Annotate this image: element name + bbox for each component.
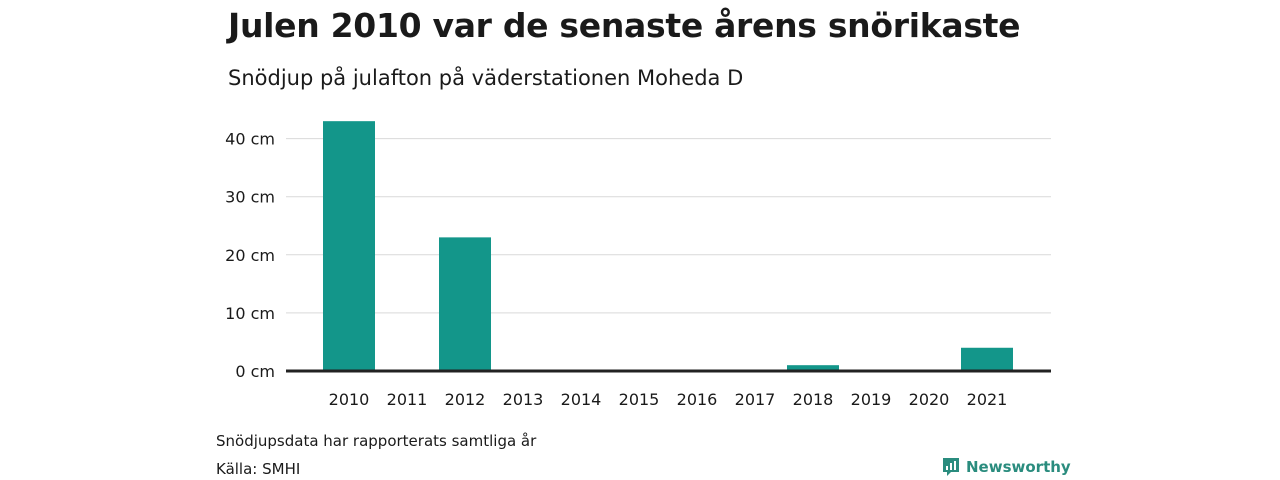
x-tick-label: 2013	[503, 390, 544, 409]
x-tick-label: 2019	[851, 390, 892, 409]
x-tick-label: 2012	[445, 390, 486, 409]
x-tick-label: 2017	[735, 390, 776, 409]
brand-name: Newsworthy	[966, 458, 1071, 476]
y-tick-label: 20 cm	[225, 246, 275, 265]
bar	[961, 347, 1013, 371]
x-tick-label: 2018	[793, 390, 834, 409]
x-tick-label: 2020	[909, 390, 950, 409]
y-tick-label: 30 cm	[225, 188, 275, 207]
newsworthy-logo[interactable]: Newsworthy	[942, 457, 1071, 477]
x-tick-label: 2010	[329, 390, 370, 409]
bar	[439, 237, 491, 371]
y-tick-label: 10 cm	[225, 304, 275, 323]
chart-subtitle: Snödjup på julafton på väderstationen Mo…	[228, 66, 744, 90]
y-tick-label: 40 cm	[225, 130, 275, 149]
newsworthy-logo-icon	[943, 458, 959, 476]
data-note: Snödjupsdata har rapporterats samtliga å…	[216, 432, 537, 450]
y-tick-label: 0 cm	[235, 362, 275, 381]
x-tick-label: 2021	[967, 390, 1008, 409]
x-tick-label: 2011	[387, 390, 428, 409]
x-tick-label: 2016	[677, 390, 718, 409]
x-tick-label: 2014	[561, 390, 602, 409]
source-label: Källa: SMHI	[216, 460, 301, 478]
x-tick-label: 2015	[619, 390, 660, 409]
bar	[787, 365, 839, 371]
chart-title: Julen 2010 var de senaste årens snörikas…	[228, 6, 1021, 45]
bar	[323, 121, 375, 371]
bar-chart: 0 cm 10 cm 20 cm 30 cm 40 cm 2010 2011 2012 2013…	[225, 121, 1051, 409]
